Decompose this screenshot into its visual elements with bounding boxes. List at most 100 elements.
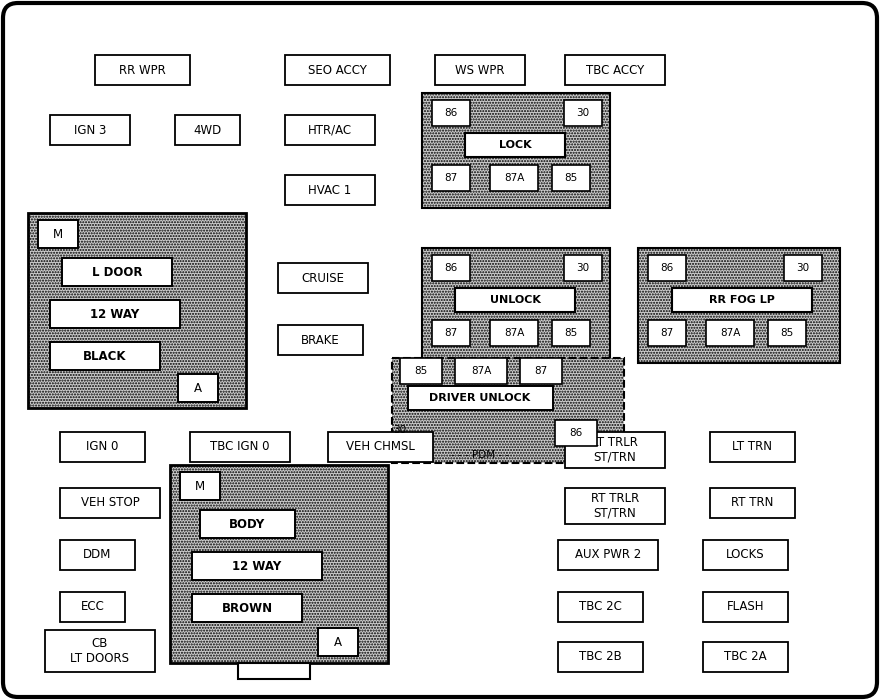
Bar (648, 255, 686, 281)
Bar (50, 300, 180, 328)
Bar (95, 55, 190, 85)
Text: TBC 2A: TBC 2A (724, 650, 766, 664)
Text: LT TRN: LT TRN (732, 440, 773, 454)
Bar (28, 213, 246, 408)
Text: 30: 30 (576, 263, 590, 273)
Text: 86: 86 (569, 428, 583, 438)
Bar (392, 358, 624, 463)
Bar (400, 358, 442, 384)
Text: 87: 87 (660, 328, 673, 338)
Bar (552, 165, 590, 191)
Bar (60, 592, 125, 622)
Bar (520, 358, 562, 384)
Text: M: M (53, 228, 63, 241)
Bar (318, 628, 358, 656)
Bar (703, 592, 788, 622)
Text: 86: 86 (444, 108, 458, 118)
Bar (200, 510, 295, 538)
Text: CRUISE: CRUISE (302, 272, 344, 284)
Text: 87: 87 (534, 366, 547, 376)
Text: TBC IGN 0: TBC IGN 0 (210, 440, 270, 454)
Bar (564, 255, 602, 281)
Text: 86: 86 (444, 263, 458, 273)
Bar (784, 255, 822, 281)
Bar (408, 386, 553, 410)
Text: BLACK: BLACK (84, 349, 127, 363)
Bar (465, 133, 565, 157)
Bar (192, 552, 322, 580)
Text: 87A: 87A (504, 173, 524, 183)
Bar (432, 165, 470, 191)
Bar (703, 540, 788, 570)
Text: BRAKE: BRAKE (301, 333, 340, 346)
Text: LOCK: LOCK (499, 140, 532, 150)
Text: SEO ACCY: SEO ACCY (308, 64, 367, 76)
Bar (435, 55, 525, 85)
Text: BROWN: BROWN (222, 601, 273, 615)
Text: M: M (195, 480, 205, 493)
Bar (565, 432, 665, 468)
Text: TBC ACCY: TBC ACCY (586, 64, 644, 76)
Bar (455, 288, 575, 312)
Text: 87A: 87A (471, 366, 491, 376)
Bar (490, 165, 538, 191)
Text: HTR/AC: HTR/AC (308, 123, 352, 136)
Text: RT TRLR
ST/TRN: RT TRLR ST/TRN (590, 492, 639, 520)
Bar (703, 642, 788, 672)
Bar (328, 432, 433, 462)
Bar (638, 248, 840, 363)
Text: 30: 30 (796, 263, 810, 273)
Text: 85: 85 (781, 328, 794, 338)
Bar (432, 255, 470, 281)
Bar (565, 488, 665, 524)
Bar (422, 93, 610, 208)
Text: BODY: BODY (230, 517, 266, 531)
Text: HVAC 1: HVAC 1 (308, 183, 352, 197)
Text: 87A: 87A (504, 328, 524, 338)
Bar (278, 325, 363, 355)
Bar (555, 420, 597, 446)
Text: 12 WAY: 12 WAY (232, 559, 282, 573)
Text: TBC 2B: TBC 2B (579, 650, 622, 664)
Text: 30: 30 (393, 425, 407, 435)
Bar (45, 630, 155, 672)
Bar (768, 320, 806, 346)
Text: A: A (194, 382, 202, 395)
Text: A: A (334, 636, 342, 648)
Text: IGN 0: IGN 0 (86, 440, 119, 454)
Text: CB
LT DOORS: CB LT DOORS (70, 637, 129, 665)
Bar (285, 175, 375, 205)
Bar (552, 320, 590, 346)
Bar (50, 342, 160, 370)
Text: WS WPR: WS WPR (455, 64, 505, 76)
Bar (432, 320, 470, 346)
Bar (62, 258, 172, 286)
Text: FLASH: FLASH (727, 601, 764, 613)
Bar (558, 592, 643, 622)
FancyBboxPatch shape (3, 3, 877, 697)
Bar (285, 115, 375, 145)
Text: 87A: 87A (720, 328, 740, 338)
Text: 86: 86 (660, 263, 673, 273)
Bar (60, 540, 135, 570)
Text: 12 WAY: 12 WAY (91, 307, 140, 321)
Text: IGN 3: IGN 3 (74, 123, 106, 136)
Bar (285, 55, 390, 85)
Bar (192, 594, 302, 622)
Bar (710, 432, 795, 462)
Bar (175, 115, 240, 145)
Text: 85: 85 (564, 173, 577, 183)
Text: DDM: DDM (84, 549, 112, 561)
Text: RR WPR: RR WPR (119, 64, 165, 76)
Text: RR FOG LP: RR FOG LP (709, 295, 775, 305)
Text: 85: 85 (414, 366, 428, 376)
Bar (60, 432, 145, 462)
Bar (432, 100, 470, 126)
Bar (564, 100, 602, 126)
Text: 30: 30 (576, 108, 590, 118)
Text: 4WD: 4WD (194, 123, 222, 136)
Bar (672, 288, 812, 312)
Bar (50, 115, 130, 145)
Bar (422, 248, 610, 363)
Bar (170, 465, 388, 663)
